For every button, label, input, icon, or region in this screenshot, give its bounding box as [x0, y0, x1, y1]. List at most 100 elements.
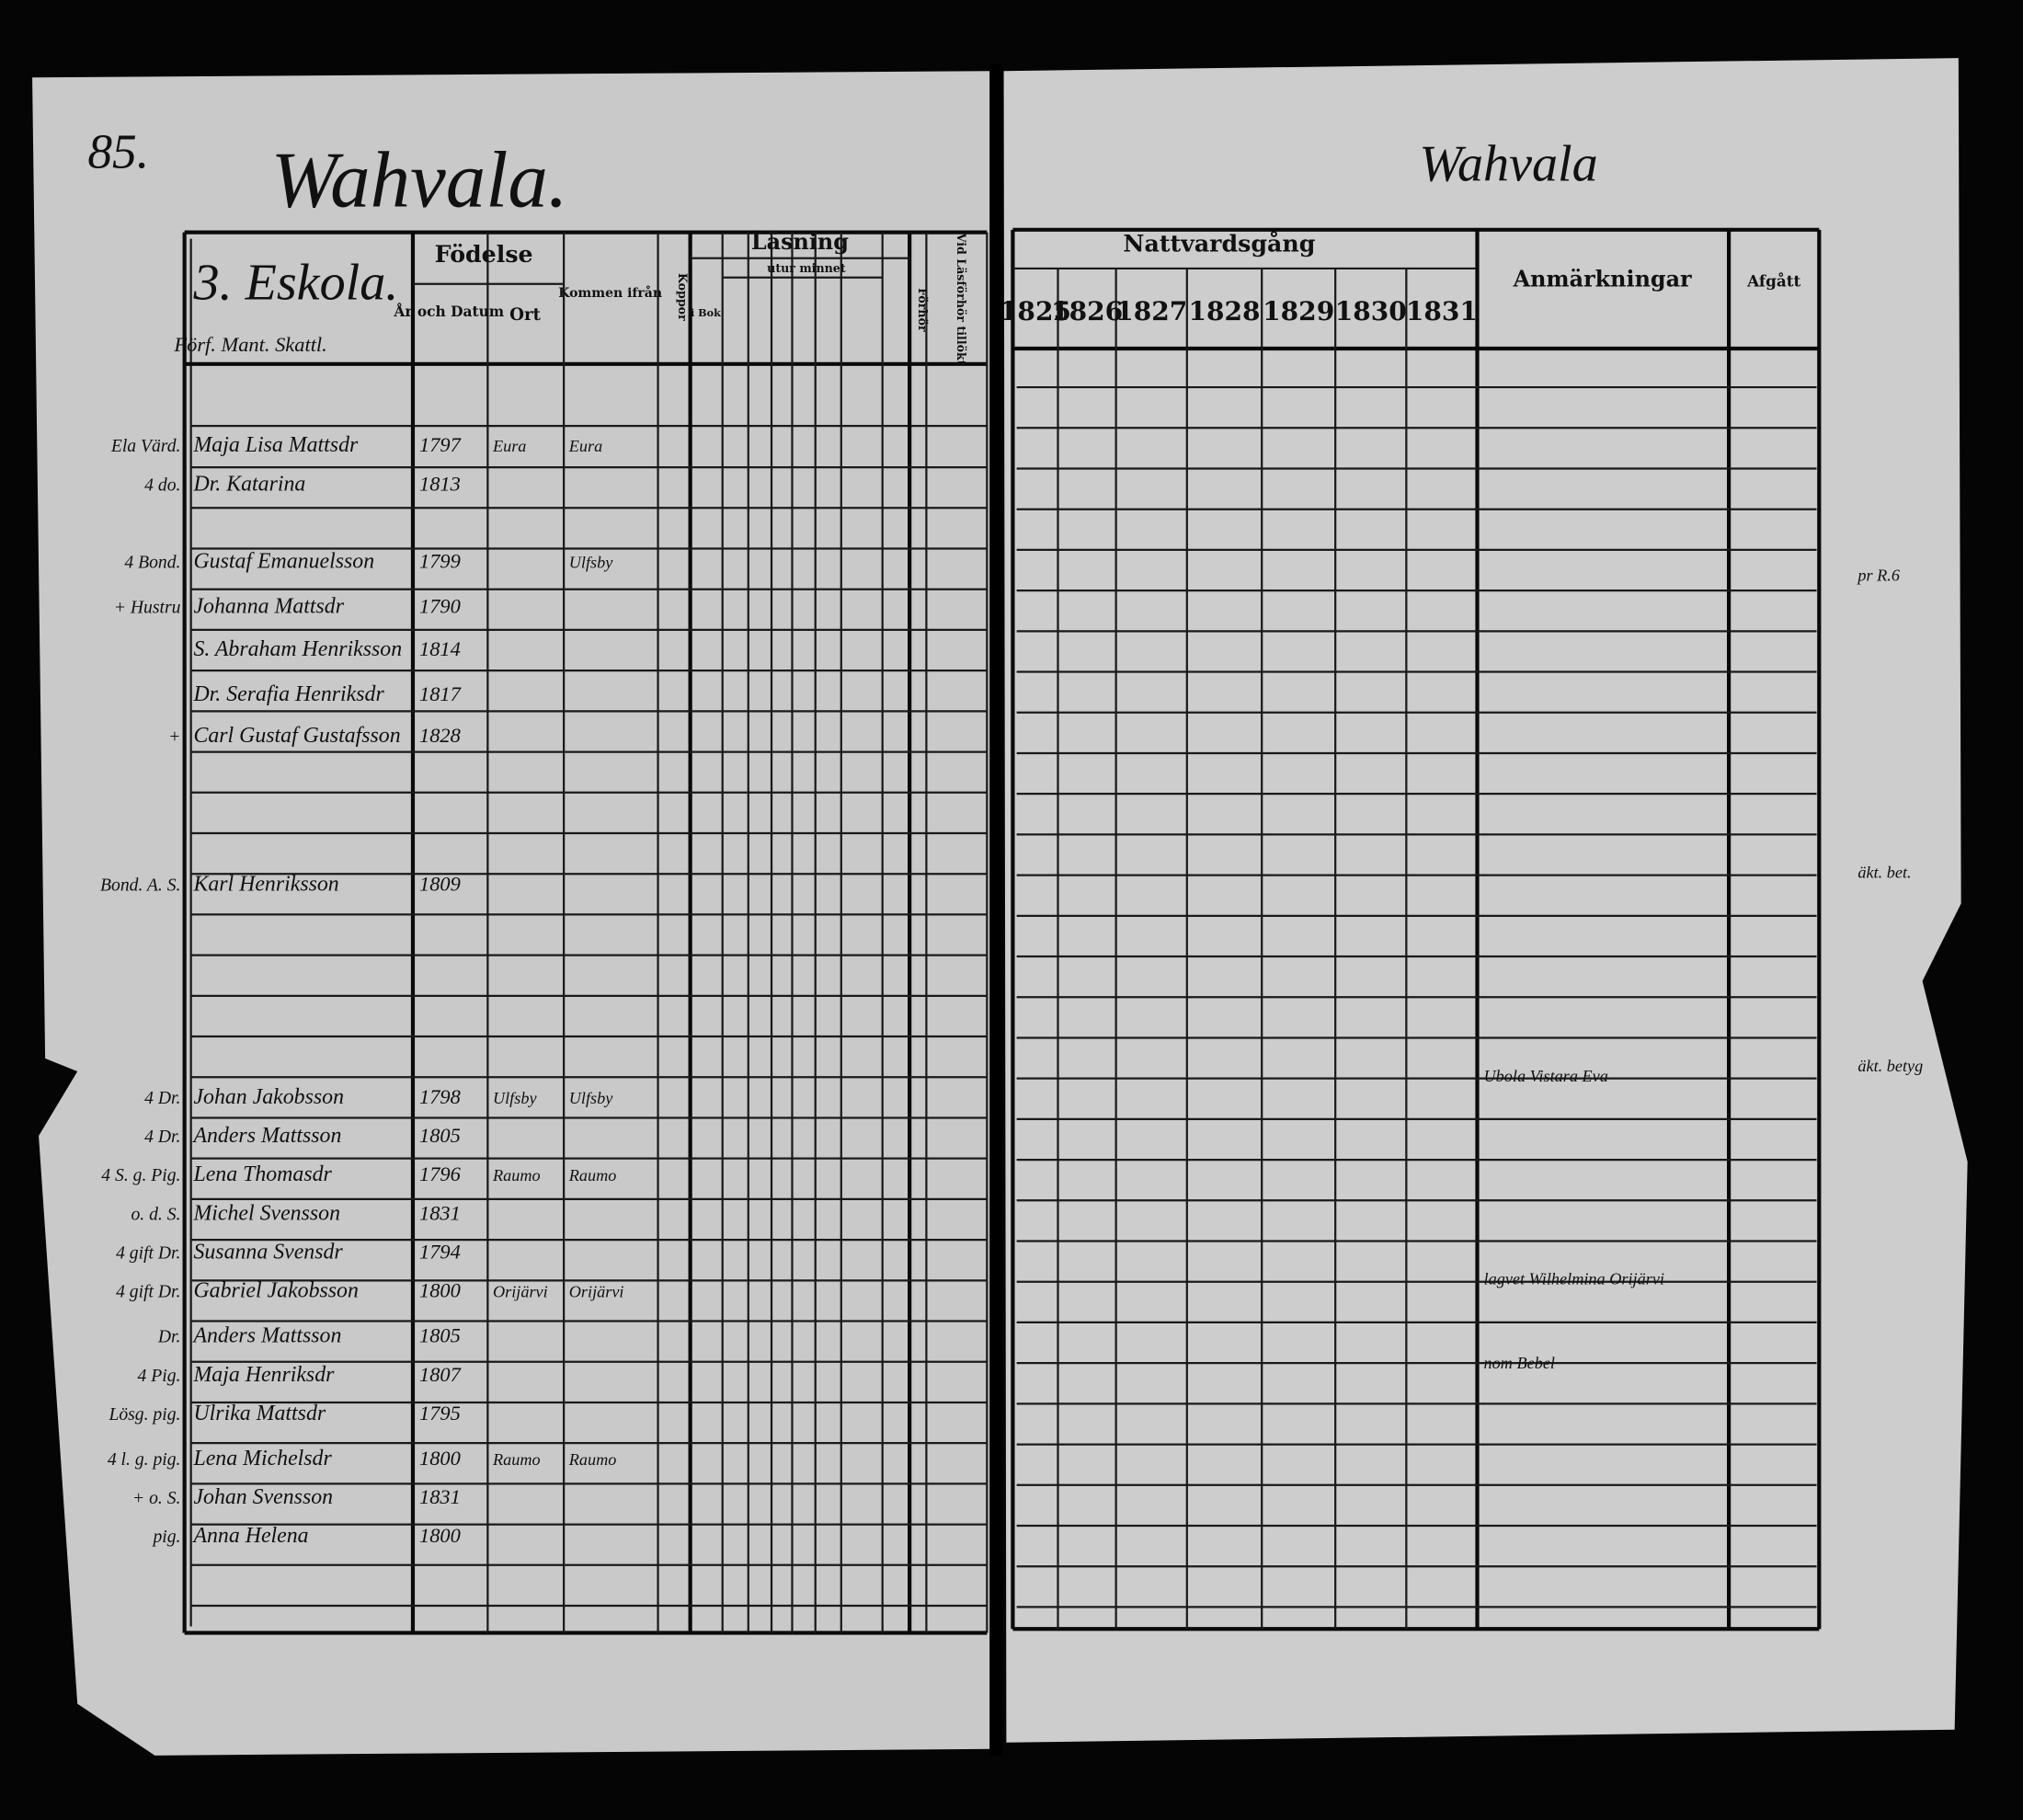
row-margin-note: 4 S. g. Pig. — [101, 1165, 180, 1185]
page-number: 85. — [87, 123, 149, 178]
birth-year: 1800 — [419, 1279, 461, 1302]
column-header: År och Datum — [393, 303, 504, 320]
came-from: Ulfsby — [569, 554, 614, 572]
column-header: Afgått — [1746, 272, 1800, 291]
row-margin-note: + o. S. — [132, 1488, 180, 1508]
column-header: Kommen ifrån — [558, 284, 662, 301]
birth-year: 1800 — [419, 1524, 461, 1547]
birth-year: 1809 — [419, 872, 461, 895]
year-header: 1830 — [1335, 296, 1407, 326]
person-name: Gustaf Emanuelsson — [193, 550, 374, 574]
column-header: Ort — [509, 305, 541, 325]
person-name: S. Abraham Henriksson — [193, 637, 402, 661]
column-header: i Bok — [691, 306, 721, 319]
birth-year: 1799 — [419, 550, 461, 573]
came-from: Raumo — [568, 1166, 617, 1185]
year-header: 1831 — [1406, 296, 1478, 326]
row-margin-note: 4 do. — [144, 475, 180, 495]
person-name: Maja Lisa Mattsdr — [192, 433, 359, 457]
birth-year: 1798 — [419, 1085, 461, 1108]
remark: Ubola Vistara Eva — [1484, 1067, 1608, 1085]
birth-place: Raumo — [492, 1166, 541, 1185]
person-name: Ulrika Mattsdr — [193, 1402, 326, 1425]
row-margin-note: Dr. — [157, 1327, 181, 1347]
birth-year: 1796 — [419, 1162, 462, 1185]
year-header: 1827 — [1115, 296, 1187, 326]
year-header: 1825 — [1000, 296, 1071, 326]
row-margin-note: 4 Pig. — [138, 1366, 181, 1386]
came-from: Ulfsby — [569, 1089, 614, 1107]
came-from: Raumo — [568, 1450, 617, 1469]
row-margin-note: o. d. S. — [131, 1204, 180, 1224]
remark: nom Bebel — [1484, 1354, 1555, 1372]
column-header: Förhör — [916, 288, 930, 332]
person-name: Carl Gustaf Gustafsson — [193, 724, 400, 748]
row-margin-note: 4 Dr. — [144, 1127, 180, 1147]
row-margin-note: 4 gift Dr. — [116, 1242, 180, 1263]
household-name: 3. Eskola. — [192, 255, 398, 312]
remark: äkt. betyg — [1857, 1057, 1923, 1075]
column-header: Födelse — [435, 240, 533, 268]
birth-year: 1805 — [419, 1324, 461, 1347]
birth-year: 1807 — [419, 1363, 462, 1386]
village-name: Wahvala. — [271, 135, 568, 224]
person-name: Johanna Mattsdr — [193, 595, 344, 619]
birth-year: 1800 — [419, 1447, 461, 1470]
row-margin-note: Ela Värd. — [110, 436, 181, 456]
person-name: Johan Jakobsson — [193, 1085, 344, 1109]
person-name: Susanna Svensdr — [193, 1240, 343, 1264]
person-name: Anders Mattsson — [191, 1124, 341, 1148]
left-page — [32, 71, 994, 1756]
remark: lagvet Wilhelmina Orijärvi — [1484, 1270, 1664, 1288]
birth-year: 1828 — [419, 724, 461, 747]
row-margin-note: 4 Bond. — [124, 553, 180, 573]
person-name: Dr. Katarina — [192, 472, 305, 496]
remark: pr R.6 — [1856, 567, 1900, 585]
person-name: Dr. Serafia Henriksdr — [192, 682, 384, 706]
year-header: 1826 — [1051, 296, 1123, 326]
birth-year: 1805 — [419, 1124, 461, 1147]
person-name: Anna Helena — [191, 1524, 308, 1548]
birth-year: 1814 — [419, 637, 461, 660]
birth-place: Ulfsby — [493, 1089, 538, 1107]
right-heading: Wahvala — [1419, 135, 1597, 192]
remark: äkt. bet. — [1857, 863, 1911, 881]
row-margin-note: 4 Dr. — [144, 1088, 180, 1108]
row-margin-note: pig. — [151, 1527, 180, 1547]
year-header: 1829 — [1263, 296, 1334, 326]
birth-year: 1790 — [419, 595, 461, 618]
birth-place: Raumo — [492, 1450, 541, 1469]
person-name: Maja Henriksdr — [192, 1363, 335, 1387]
row-margin-note: 4 l. g. pig. — [108, 1449, 181, 1470]
birth-year: 1795 — [419, 1402, 461, 1425]
person-name: Michel Svensson — [192, 1201, 340, 1225]
household-note: Förf. Mant. Skattl. — [173, 333, 326, 356]
person-name: Johan Svensson — [193, 1485, 333, 1509]
birth-place: Eura — [492, 437, 526, 455]
person-name: Gabriel Jakobsson — [193, 1279, 358, 1303]
birth-year: 1831 — [419, 1201, 461, 1224]
column-header: Nattvardsgång — [1123, 230, 1315, 258]
person-name: Anders Mattsson — [191, 1324, 341, 1348]
birth-year: 1797 — [419, 433, 462, 456]
row-margin-note: Lösg. pig. — [108, 1404, 180, 1425]
person-name: Lena Thomasdr — [192, 1162, 332, 1186]
column-header: Vid Läsförhör tillökt — [954, 233, 968, 366]
column-header: utur minnet — [767, 261, 846, 275]
row-margin-note: + — [168, 727, 180, 747]
person-name: Lena Michelsdr — [192, 1447, 332, 1471]
year-header: 1828 — [1188, 296, 1260, 326]
column-header: Anmärkningar — [1513, 267, 1692, 292]
birth-year: 1831 — [419, 1485, 461, 1508]
birth-place: Orijärvi — [493, 1283, 548, 1301]
row-margin-note: 4 gift Dr. — [116, 1282, 180, 1302]
came-from: Eura — [568, 437, 602, 455]
birth-year: 1817 — [419, 682, 462, 705]
birth-year: 1813 — [419, 472, 461, 495]
came-from: Orijärvi — [569, 1283, 624, 1301]
row-margin-note: Bond. A. S. — [100, 875, 180, 895]
column-header: Läsning — [751, 229, 849, 255]
